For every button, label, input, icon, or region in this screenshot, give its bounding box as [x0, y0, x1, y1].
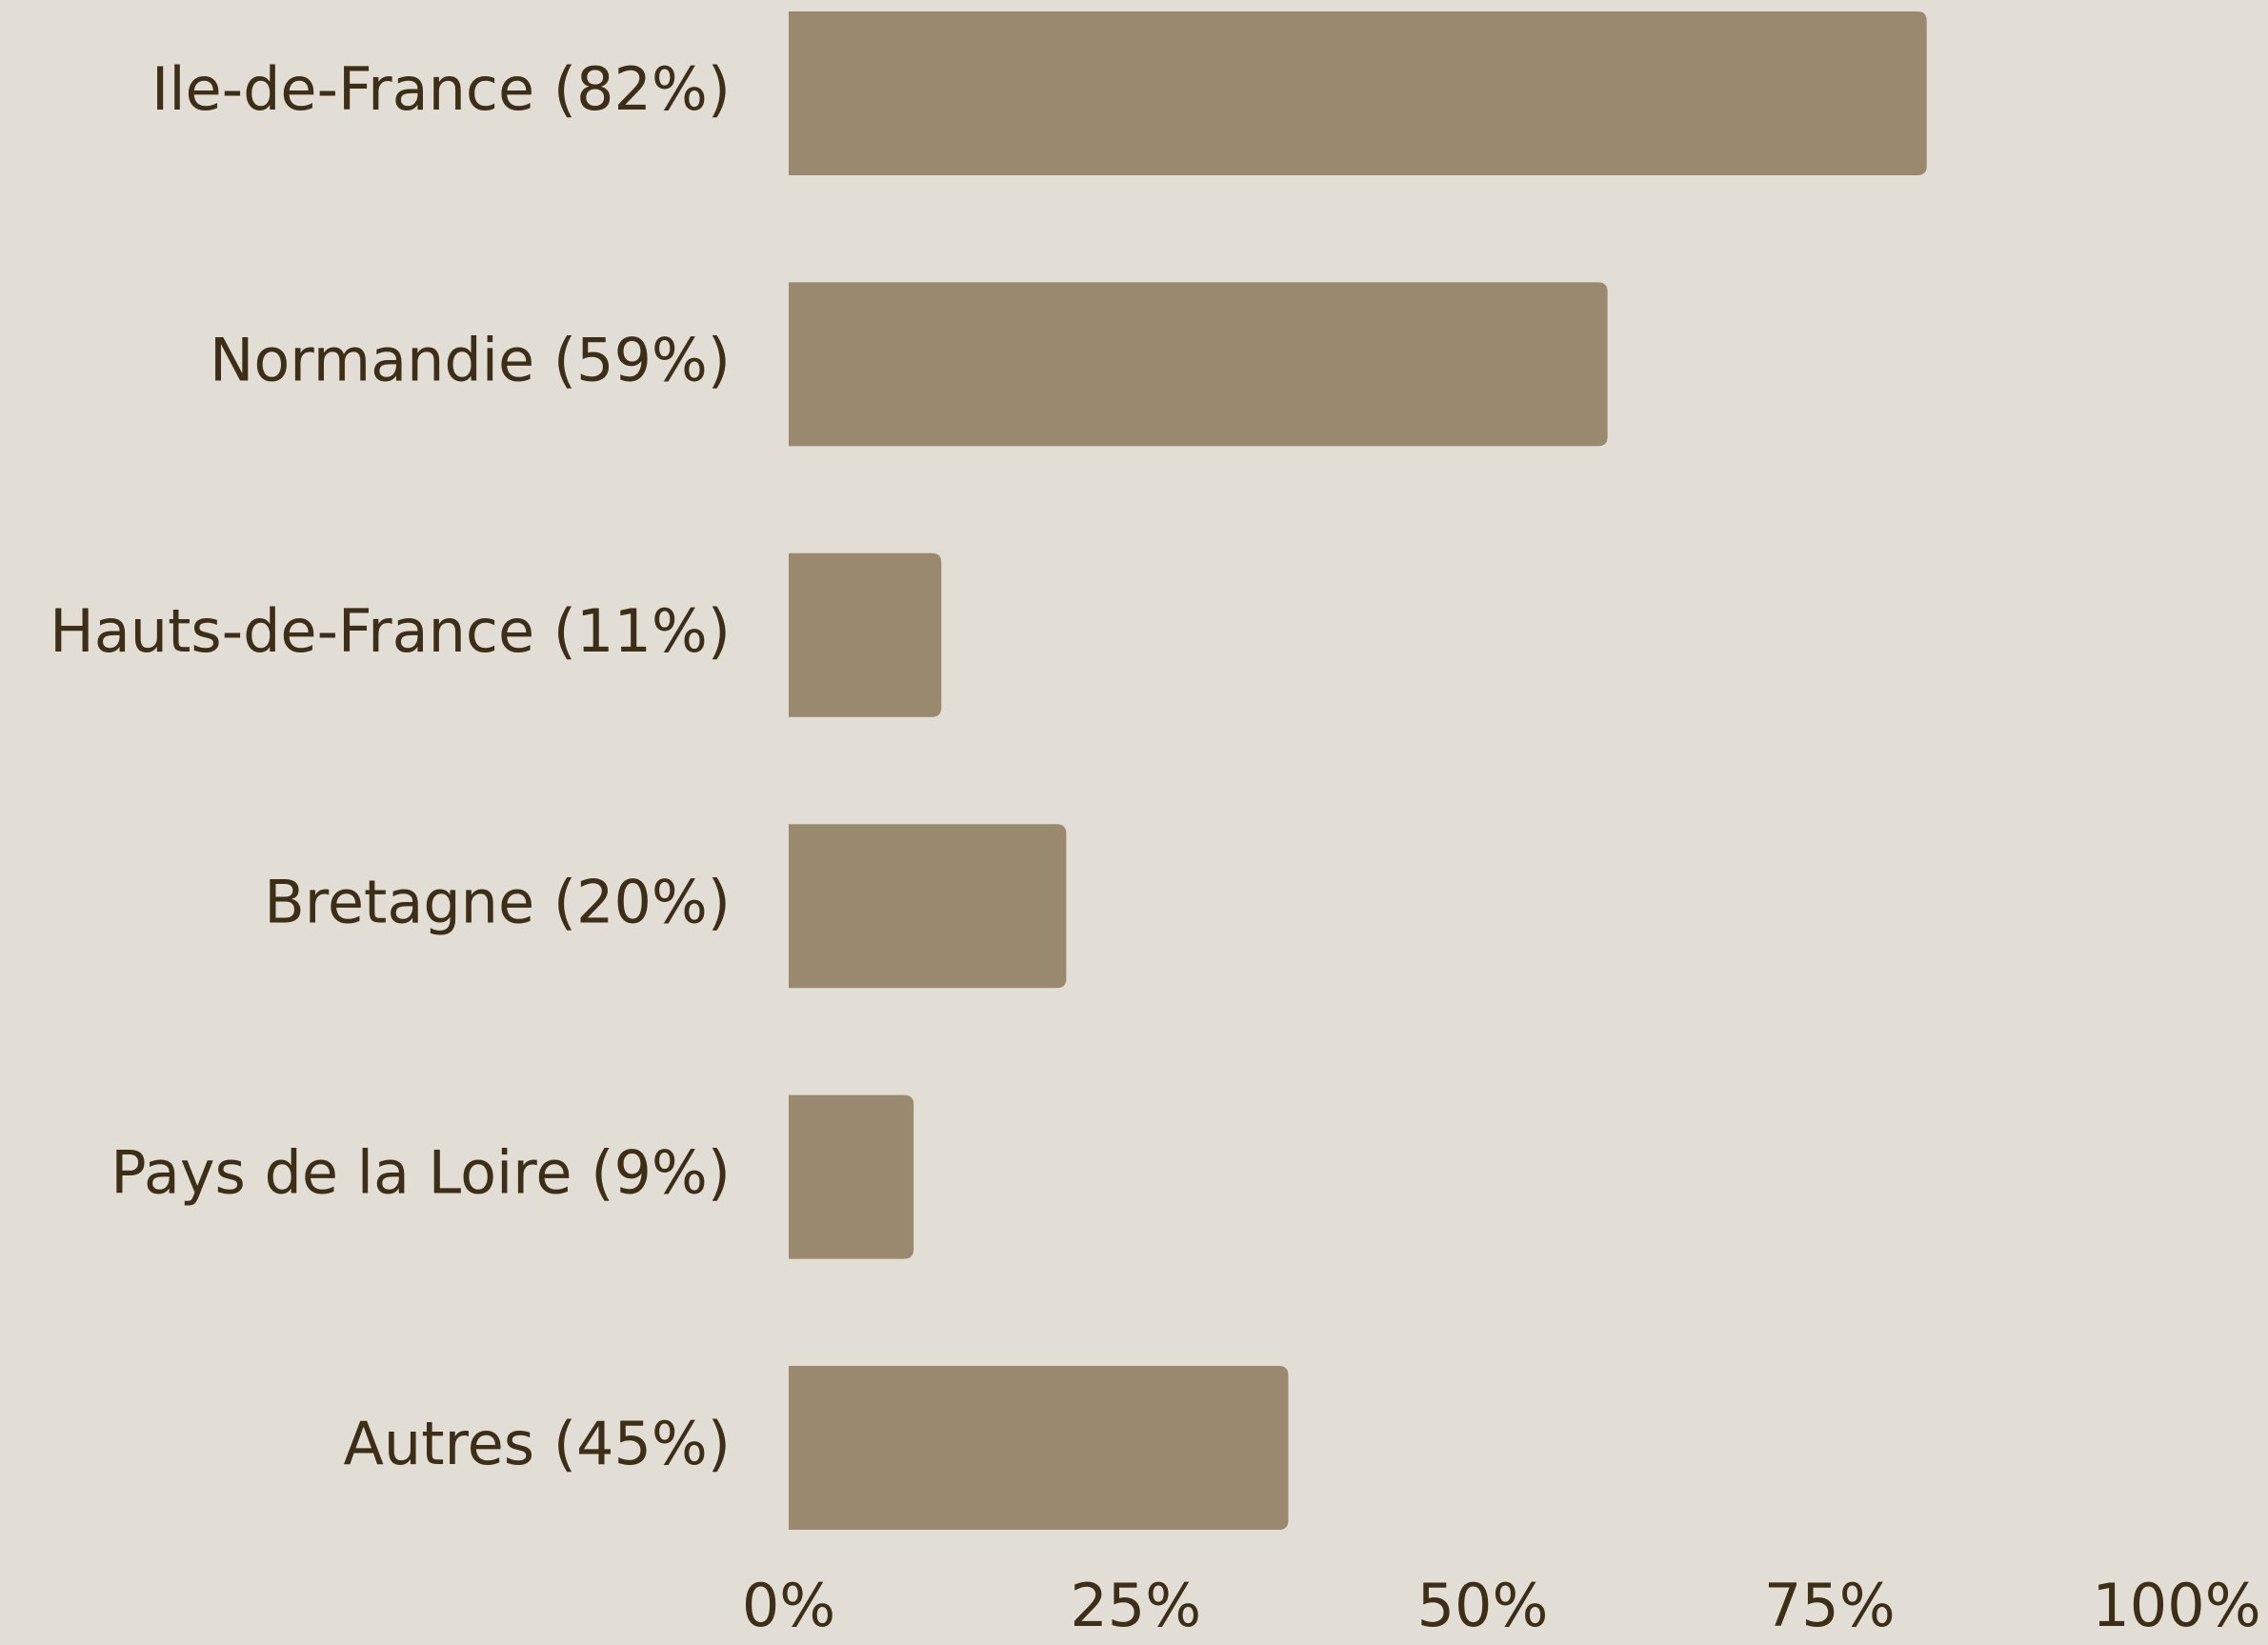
- bar: [789, 552, 942, 717]
- x-tick-label: 100%: [2092, 1571, 2260, 1640]
- x-tick-label: 50%: [1417, 1571, 1549, 1640]
- y-tick-label: Autres (45%): [344, 1409, 731, 1478]
- bar: [789, 11, 1927, 175]
- bar: [789, 1366, 1289, 1530]
- x-tick-label: 0%: [742, 1571, 835, 1640]
- y-tick-label: Pays de la Loire (9%): [110, 1138, 731, 1208]
- y-tick-label: Ile-de-France (82%): [151, 54, 731, 124]
- bar: [789, 1094, 914, 1259]
- y-tick-label: Bretagne (20%): [264, 867, 731, 936]
- y-tick-label: Normandie (59%): [210, 325, 731, 394]
- x-tick-label: 75%: [1764, 1571, 1896, 1640]
- x-tick-label: 25%: [1070, 1571, 1201, 1640]
- bar: [789, 282, 1608, 447]
- y-tick-label: Hauts-de-France (11%): [50, 596, 731, 666]
- bar: [789, 824, 1067, 989]
